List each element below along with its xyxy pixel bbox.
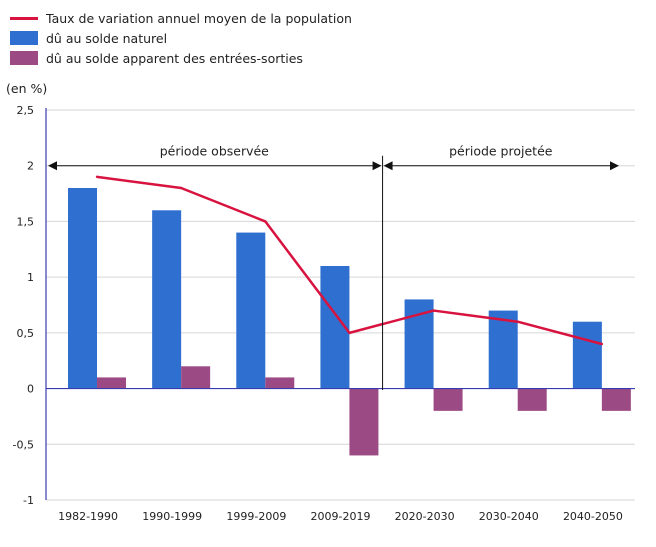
y-tick-label: 1	[27, 271, 34, 284]
line-point	[600, 342, 604, 346]
y-tick-label: 2	[27, 160, 34, 173]
legend-item-migration: dû au solde apparent des entrées-sorties	[10, 48, 352, 68]
y-tick-label: -0,5	[13, 438, 34, 451]
y-tick-label: 1,5	[17, 215, 35, 228]
projected-period-label: période projetée	[449, 144, 553, 159]
bar-migration	[349, 388, 379, 456]
y-tick-label: 2,5	[17, 104, 35, 117]
bar-natural	[488, 310, 518, 389]
bar-natural	[572, 321, 602, 389]
bar-natural	[152, 210, 182, 389]
x-tick-label: 2020-2030	[395, 510, 455, 523]
legend-swatch-line	[10, 16, 38, 20]
x-tick-label: 1999-2009	[226, 510, 286, 523]
bar-migration	[517, 388, 547, 411]
x-tick-label: 2030-2040	[479, 510, 539, 523]
bar-migration	[97, 377, 126, 389]
bar-migration	[265, 377, 295, 389]
line-point	[516, 320, 519, 323]
y-tick-label: -1	[23, 494, 34, 507]
x-tick-label: 1982-1990	[58, 510, 118, 523]
legend: Taux de variation annuel moyen de la pop…	[10, 8, 352, 68]
bar-migration	[433, 388, 463, 411]
line-point	[348, 331, 351, 335]
legend-label-line: Taux de variation annuel moyen de la pop…	[46, 10, 352, 26]
legend-swatch-migration	[10, 51, 38, 65]
line-point	[264, 220, 267, 223]
bar-migration	[181, 366, 211, 389]
observed-period-arrow-head-right	[372, 161, 382, 171]
x-tick-label: 2009-2019	[311, 510, 371, 523]
observed-period-arrow-head-left	[48, 161, 57, 171]
bar-natural	[68, 188, 97, 389]
projected-period-arrow-head-right	[610, 161, 619, 171]
x-tick-label: 2040-2050	[563, 510, 623, 523]
line-point	[179, 186, 183, 190]
x-tick-label: 1990-1999	[142, 510, 202, 523]
legend-label-migration: dû au solde apparent des entrées-sorties	[46, 50, 303, 66]
y-tick-label: 0	[27, 383, 34, 396]
y-tick-label: 0,5	[17, 327, 35, 340]
y-unit-label: (en %)	[6, 81, 48, 96]
bar-natural	[236, 232, 266, 389]
line-point	[95, 175, 99, 179]
projected-period-arrow-head-left	[383, 161, 393, 171]
line-point	[432, 309, 435, 312]
bar-migration	[601, 388, 631, 411]
legend-item-natural: dû au solde naturel	[10, 28, 352, 48]
legend-swatch-natural	[10, 31, 38, 45]
legend-label-natural: dû au solde naturel	[46, 30, 168, 46]
observed-period-label: période observée	[160, 144, 269, 159]
legend-item-line: Taux de variation annuel moyen de la pop…	[10, 8, 352, 28]
